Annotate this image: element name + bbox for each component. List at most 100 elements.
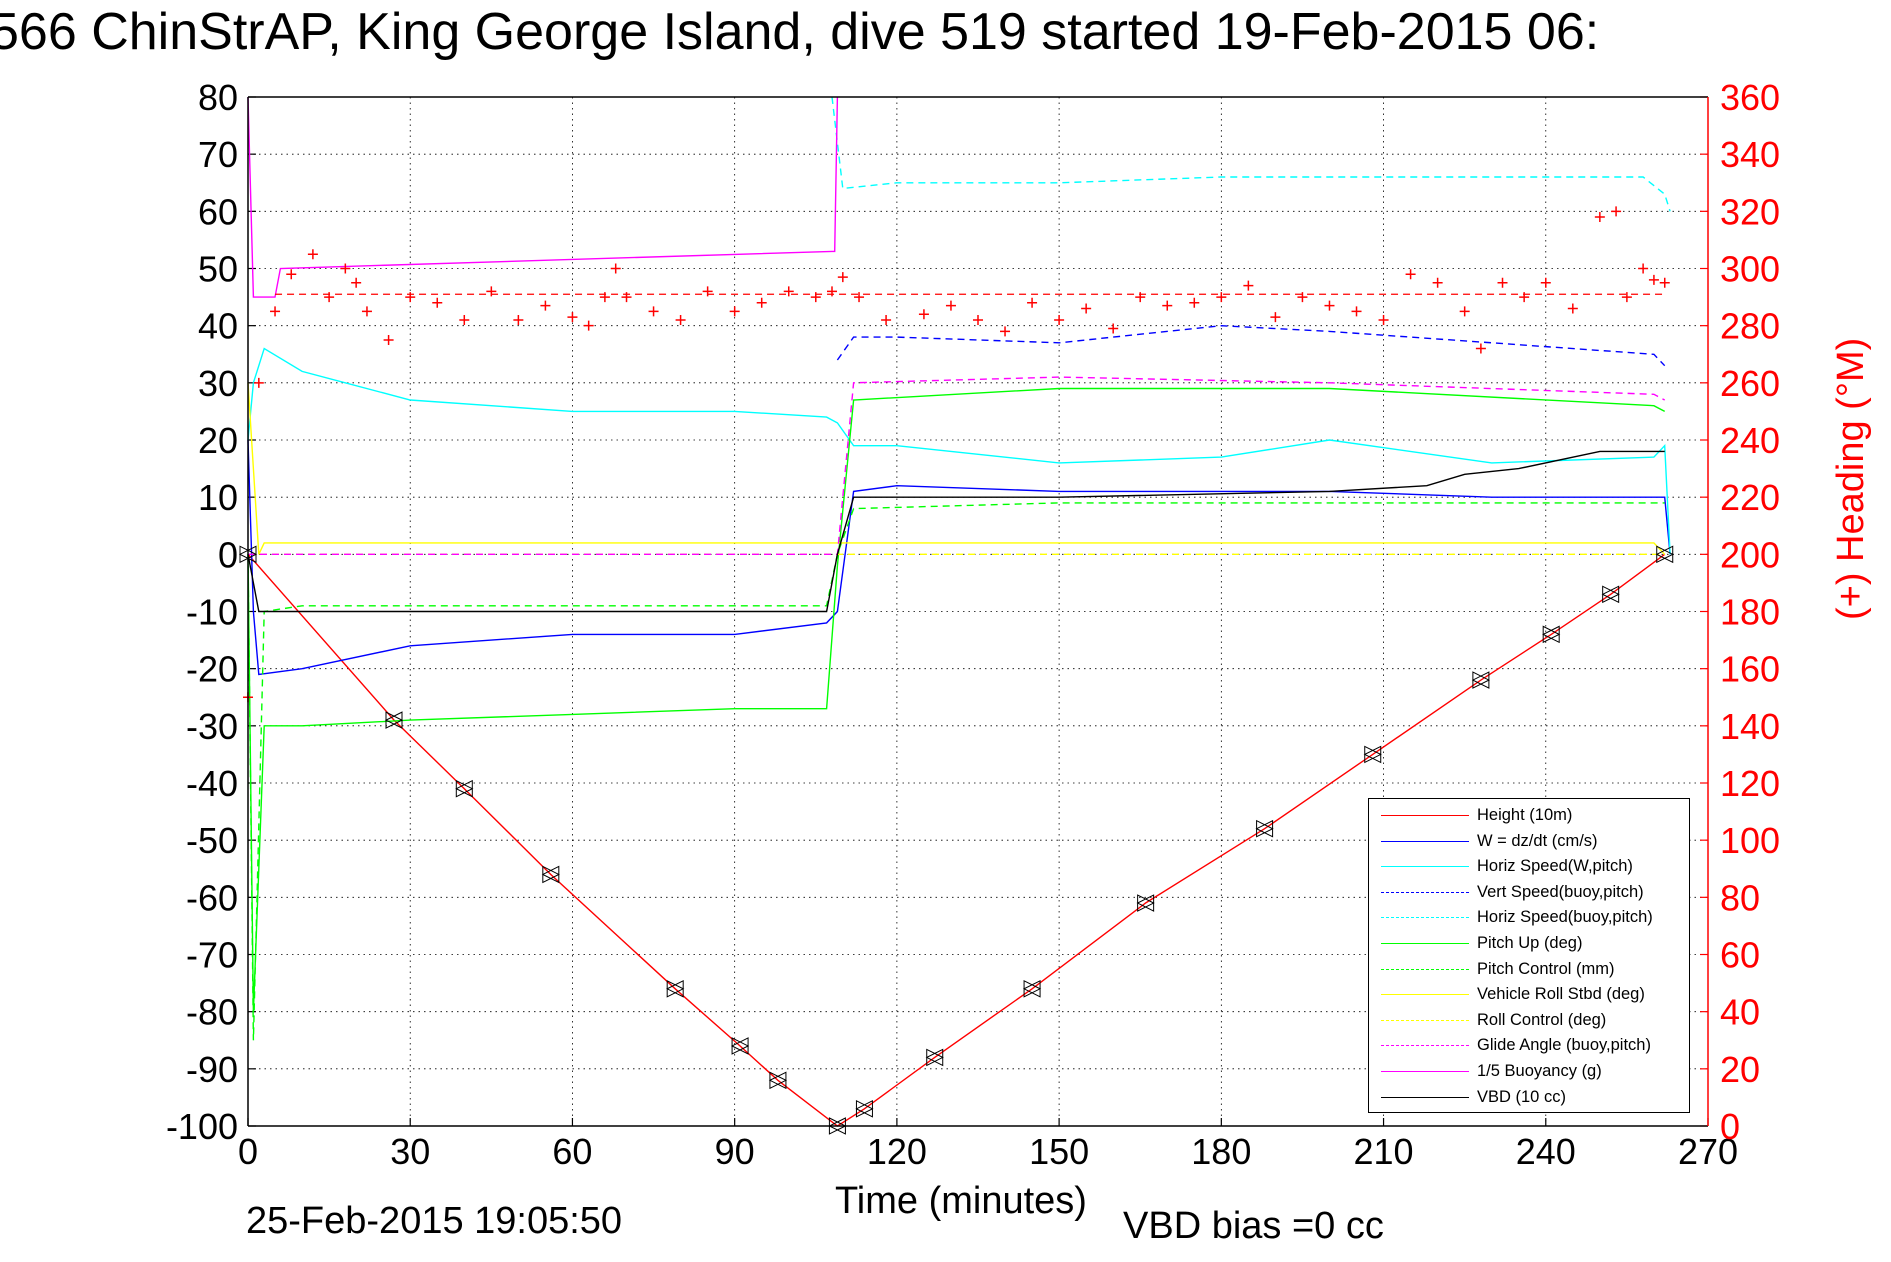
heading-point — [361, 306, 372, 317]
height-marker — [1363, 745, 1382, 764]
legend-swatch — [1381, 1045, 1469, 1047]
vbd-bias-footer: VBD bias =0 cc — [1123, 1205, 1384, 1247]
legend-label: Height (10m) — [1477, 806, 1573, 824]
x-tick-label: 270 — [1678, 1131, 1738, 1172]
heading-point — [1459, 306, 1470, 317]
y2-tick-label: 20 — [1720, 1049, 1760, 1090]
heading-point — [1216, 292, 1227, 303]
y2-tick-label: 320 — [1720, 191, 1780, 232]
heading-point — [1054, 314, 1065, 325]
y2-tick-label: 220 — [1720, 477, 1780, 518]
heading-point — [1243, 280, 1254, 291]
series-line-height — [247, 553, 1666, 1127]
heading-point — [648, 306, 659, 317]
legend-swatch — [1381, 968, 1469, 970]
legend-label: Pitch Up (deg) — [1477, 934, 1583, 952]
series-line-horiz — [247, 347, 1671, 555]
y2-tick-label: 260 — [1720, 363, 1780, 404]
legend-item-height: Height (10m) — [1369, 803, 1689, 828]
series-line-vbd — [247, 450, 1665, 613]
y-tick-label: 20 — [198, 420, 238, 461]
heading-point — [351, 277, 362, 288]
heading-point — [675, 314, 686, 325]
heading-point — [1432, 277, 1443, 288]
heading-point — [307, 249, 318, 260]
heading-point — [1594, 212, 1605, 223]
height-marker — [925, 1048, 944, 1067]
y-tick-label: -40 — [186, 763, 238, 804]
heading-point — [1378, 314, 1389, 325]
x-tick-label: 60 — [552, 1131, 592, 1172]
heading-point — [1497, 277, 1508, 288]
series-line-w — [247, 439, 1671, 676]
heading-point — [1081, 303, 1092, 314]
heading-point — [1475, 343, 1486, 354]
y-tick-label: -30 — [186, 706, 238, 747]
heading-point — [459, 314, 470, 325]
x-axis-label: Time (minutes) — [835, 1180, 1087, 1222]
height-marker — [1022, 979, 1042, 998]
heading-point — [383, 334, 394, 345]
y-tick-label: -60 — [186, 877, 238, 918]
legend-label: VBD (10 cc) — [1477, 1087, 1566, 1106]
y2-tick-label: 180 — [1720, 592, 1780, 633]
y2-tick-label: 80 — [1720, 877, 1760, 918]
legend-item-vert_buoy: Vert Speed(buoy,pitch) — [1369, 880, 1689, 905]
heading-point — [854, 292, 865, 303]
heading-point — [973, 314, 983, 325]
y2-tick-label: 340 — [1720, 134, 1780, 175]
legend-swatch — [1381, 917, 1469, 919]
heading-point — [918, 309, 929, 320]
y2-tick-label: 140 — [1720, 706, 1780, 747]
legend-item-roll: Vehicle Roll Stbd (deg) — [1369, 982, 1689, 1007]
heading-point — [599, 292, 610, 303]
series-line-buoyancy — [247, 96, 839, 298]
legend-label: 1/5 Buoyancy (g) — [1477, 1062, 1602, 1080]
height-marker — [455, 779, 474, 798]
heading-point — [1162, 300, 1173, 311]
right-axis-label: (+) Heading (°M) — [1830, 337, 1872, 620]
legend-swatch — [1381, 891, 1469, 893]
height-marker — [541, 865, 560, 884]
heading-point — [1297, 292, 1308, 303]
x-tick-label: 210 — [1354, 1131, 1414, 1172]
heading-point — [486, 286, 497, 297]
y-tick-label: 80 — [198, 77, 238, 118]
series-line-roll — [247, 382, 1666, 555]
heading-point — [1189, 297, 1200, 308]
heading-point — [567, 312, 578, 323]
legend-swatch — [1381, 1071, 1469, 1072]
heading-point — [340, 263, 351, 274]
y-tick-label: -80 — [186, 992, 238, 1033]
heading-point — [1611, 206, 1622, 217]
y2-tick-label: 360 — [1720, 77, 1780, 118]
legend-item-w: W = dz/dt (cm/s) — [1369, 829, 1689, 854]
legend-swatch — [1381, 994, 1469, 996]
heading-point — [405, 292, 416, 303]
legend-item-buoyancy: 1/5 Buoyancy (g) — [1369, 1059, 1689, 1084]
legend-swatch — [1381, 1096, 1469, 1098]
height-marker — [1136, 894, 1155, 912]
heading-point — [1000, 326, 1011, 337]
heading-point — [286, 269, 297, 280]
heading-point — [324, 292, 335, 303]
heading-point — [583, 320, 594, 331]
heading-point — [1638, 263, 1649, 274]
heading-point — [1405, 269, 1416, 280]
x-tick-label: 30 — [390, 1131, 430, 1172]
y-tick-label: 30 — [198, 363, 238, 404]
legend-swatch — [1381, 840, 1469, 842]
y-tick-label: 50 — [198, 249, 238, 290]
height-marker — [1655, 545, 1674, 564]
chart-title: 566 ChinStrAP, King George Island, dive … — [0, 3, 1600, 61]
y-tick-label: -70 — [186, 935, 238, 976]
heading-point — [610, 263, 621, 274]
legend-label: Horiz Speed(W,pitch) — [1477, 857, 1633, 876]
y2-tick-label: 300 — [1720, 249, 1780, 290]
y-tick-label: -50 — [186, 820, 238, 861]
legend-label: Vehicle Roll Stbd (deg) — [1477, 985, 1645, 1004]
heading-point — [270, 306, 281, 317]
height-marker — [768, 1071, 788, 1090]
height-marker — [1542, 625, 1561, 644]
heading-point — [810, 292, 821, 303]
